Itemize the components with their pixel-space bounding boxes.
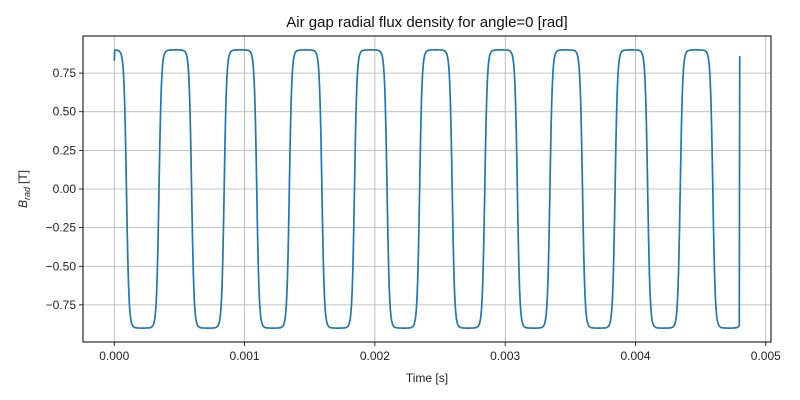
y-tick-label: −0.25 [46,221,77,235]
chart-title: Air gap radial flux density for angle=0 … [286,14,567,31]
tick-layer: 0.000 0.001 0.002 0.003 0.004 0.005 0.75 0.50 0.… [46,66,782,363]
y-axis-label-subscript: rad [22,186,32,200]
y-tick-label: −0.75 [46,298,77,312]
y-axis-label-unit: [T] [16,170,30,184]
series-layer [113,49,741,329]
x-axis-label: Time [s] [406,371,448,385]
y-tick-label: 0.75 [53,66,77,80]
y-tick-label: −0.50 [46,259,77,273]
y-axis-label: Brad [T] [16,170,32,208]
grid-layer [83,36,771,342]
x-tick-label: 0.005 [751,349,781,363]
x-tick-label: 0.001 [230,349,260,363]
x-tick-label: 0.000 [99,349,129,363]
x-tick-label: 0.002 [360,349,390,363]
series-line [113,49,741,329]
y-tick-label: 0.25 [53,143,77,157]
x-tick-label: 0.004 [620,349,650,363]
y-axis-label-base: B [16,200,30,208]
x-tick-label: 0.003 [490,349,520,363]
y-tick-label: 0.50 [53,105,77,119]
y-tick-label: 0.00 [53,182,77,196]
